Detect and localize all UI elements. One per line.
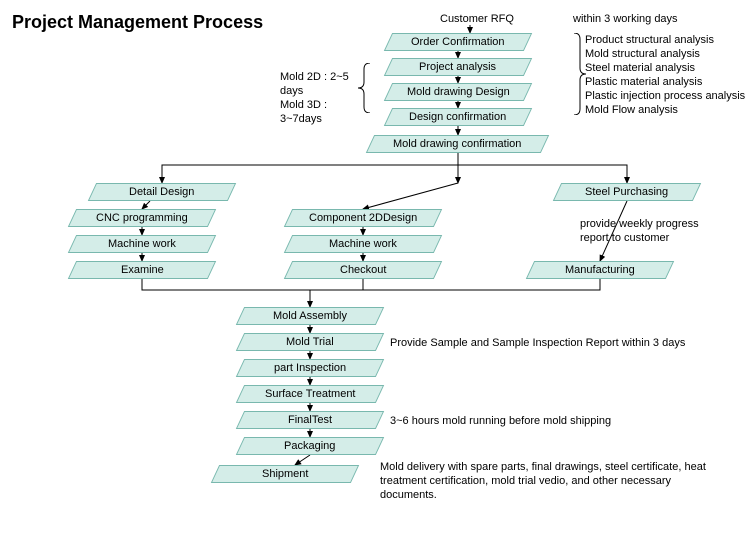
arrow-detail xyxy=(142,201,150,209)
label-deliv2: treatment certification, mold trial vedi… xyxy=(380,474,671,488)
node-mw1: Machine work xyxy=(68,235,216,253)
arrow-chk_out xyxy=(310,279,363,290)
node-label: part Inspection xyxy=(274,362,346,374)
node-label: Detail Design xyxy=(129,186,194,198)
label-m2d: Mold 2D : 2~5 xyxy=(280,70,349,84)
node-mw2: Machine work xyxy=(284,235,442,253)
arrow-mdc_split xyxy=(162,153,458,183)
node-desconf: Design confirmation xyxy=(384,108,532,126)
node-cnc: CNC programming xyxy=(68,209,216,227)
node-ship: Shipment xyxy=(211,465,359,483)
label-an5: Plastic injection process analysis xyxy=(585,89,745,103)
label-an3: Steel material analysis xyxy=(585,61,695,75)
label-sample: Provide Sample and Sample Inspection Rep… xyxy=(390,336,685,350)
node-label: Surface Treatment xyxy=(265,388,356,400)
node-label: Order Confirmation xyxy=(411,36,505,48)
node-label: Mold Assembly xyxy=(273,310,347,322)
node-label: Examine xyxy=(121,264,164,276)
label-deliv3: documents. xyxy=(380,488,437,502)
brace-right xyxy=(572,33,586,115)
label-an6: Mold Flow analysis xyxy=(585,103,678,117)
node-ftest: FinalTest xyxy=(236,411,384,429)
node-mfg: Manufacturing xyxy=(526,261,674,279)
node-asm: Mold Assembly xyxy=(236,307,384,325)
brace-left xyxy=(358,63,372,113)
node-label: Checkout xyxy=(340,264,386,276)
node-pack: Packaging xyxy=(236,437,384,455)
node-label: FinalTest xyxy=(288,414,332,426)
node-surf: Surface Treatment xyxy=(236,385,384,403)
node-label: Project analysis xyxy=(419,61,496,73)
node-chk: Checkout xyxy=(284,261,442,279)
label-m3d: Mold 3D : xyxy=(280,98,327,112)
node-pinsp: part Inspection xyxy=(236,359,384,377)
label-m2dd: days xyxy=(280,84,303,98)
page-title: Project Management Process xyxy=(12,12,263,33)
node-label: Mold drawing Design xyxy=(407,86,510,98)
node-trial: Mold Trial xyxy=(236,333,384,351)
node-label: Manufacturing xyxy=(565,264,635,276)
arrow-mfg_out xyxy=(310,279,600,290)
node-label: Machine work xyxy=(329,238,397,250)
node-comp2d: Component 2DDesign xyxy=(284,209,442,227)
label-rfq: Customer RFQ xyxy=(440,12,514,26)
arrow-mid_dn xyxy=(363,183,458,209)
node-label: Shipment xyxy=(262,468,308,480)
node-proj: Project analysis xyxy=(384,58,532,76)
label-deliv1: Mold delivery with spare parts, final dr… xyxy=(380,460,706,474)
label-an4: Plastic material analysis xyxy=(585,75,702,89)
label-weekly: provide weekly progress xyxy=(580,217,699,231)
node-label: CNC programming xyxy=(96,212,188,224)
arrow-mdc_right xyxy=(458,165,627,183)
node-label: Machine work xyxy=(108,238,176,250)
arrow-pack xyxy=(295,455,310,465)
label-hours: 3~6 hours mold running before mold shipp… xyxy=(390,414,611,428)
node-label: Design confirmation xyxy=(409,111,506,123)
node-exam: Examine xyxy=(68,261,216,279)
node-label: Mold Trial xyxy=(286,336,334,348)
label-an2: Mold structural analysis xyxy=(585,47,700,61)
label-m3dd: 3~7days xyxy=(280,112,322,126)
node-mdd: Mold drawing Design xyxy=(384,83,532,101)
label-d3: within 3 working days xyxy=(573,12,678,26)
node-detail: Detail Design xyxy=(88,183,236,201)
node-mdc: Mold drawing confirmation xyxy=(366,135,549,153)
node-label: Component 2DDesign xyxy=(309,212,417,224)
node-label: Steel Purchasing xyxy=(585,186,668,198)
label-weekly2: report to customer xyxy=(580,231,669,245)
node-label: Mold drawing confirmation xyxy=(393,138,521,150)
label-an1: Product structural analysis xyxy=(585,33,714,47)
node-steel: Steel Purchasing xyxy=(553,183,701,201)
arrow-exam_out xyxy=(142,279,310,307)
node-label: Packaging xyxy=(284,440,335,452)
node-order: Order Confirmation xyxy=(384,33,532,51)
